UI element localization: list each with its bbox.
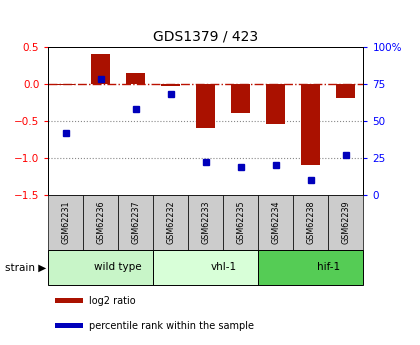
Bar bbox=[328, 195, 363, 250]
Bar bbox=[258, 250, 363, 285]
Bar bbox=[336, 84, 355, 99]
Text: GSM62239: GSM62239 bbox=[341, 201, 350, 244]
Text: GSM62238: GSM62238 bbox=[306, 201, 315, 244]
Text: wild type: wild type bbox=[94, 263, 142, 272]
Text: hif-1: hif-1 bbox=[317, 263, 340, 272]
Bar bbox=[55, 298, 83, 303]
Bar bbox=[161, 84, 181, 86]
Bar bbox=[56, 84, 76, 85]
Text: vhl-1: vhl-1 bbox=[210, 263, 236, 272]
Bar bbox=[48, 195, 83, 250]
Bar bbox=[266, 84, 286, 125]
Text: GSM62235: GSM62235 bbox=[236, 201, 245, 244]
Text: GSM62234: GSM62234 bbox=[271, 201, 280, 244]
Bar bbox=[223, 195, 258, 250]
Text: GSM62233: GSM62233 bbox=[201, 201, 210, 244]
Text: strain ▶: strain ▶ bbox=[5, 263, 46, 272]
Text: percentile rank within the sample: percentile rank within the sample bbox=[89, 321, 254, 331]
Bar bbox=[188, 195, 223, 250]
Bar bbox=[91, 54, 110, 84]
Bar bbox=[258, 195, 293, 250]
Bar bbox=[153, 250, 258, 285]
Text: GSM62237: GSM62237 bbox=[131, 201, 140, 244]
Bar bbox=[126, 72, 145, 84]
Bar bbox=[196, 84, 215, 128]
Bar bbox=[301, 84, 320, 165]
Bar bbox=[48, 250, 153, 285]
Bar bbox=[118, 195, 153, 250]
Text: GDS1379 / 423: GDS1379 / 423 bbox=[153, 29, 258, 43]
Text: GSM62231: GSM62231 bbox=[61, 201, 70, 244]
Bar bbox=[83, 195, 118, 250]
Bar bbox=[153, 195, 188, 250]
Text: GSM62236: GSM62236 bbox=[96, 201, 105, 244]
Bar bbox=[231, 84, 250, 114]
Text: GSM62232: GSM62232 bbox=[166, 201, 175, 244]
Text: log2 ratio: log2 ratio bbox=[89, 296, 136, 306]
Bar bbox=[55, 323, 83, 328]
Bar bbox=[293, 195, 328, 250]
